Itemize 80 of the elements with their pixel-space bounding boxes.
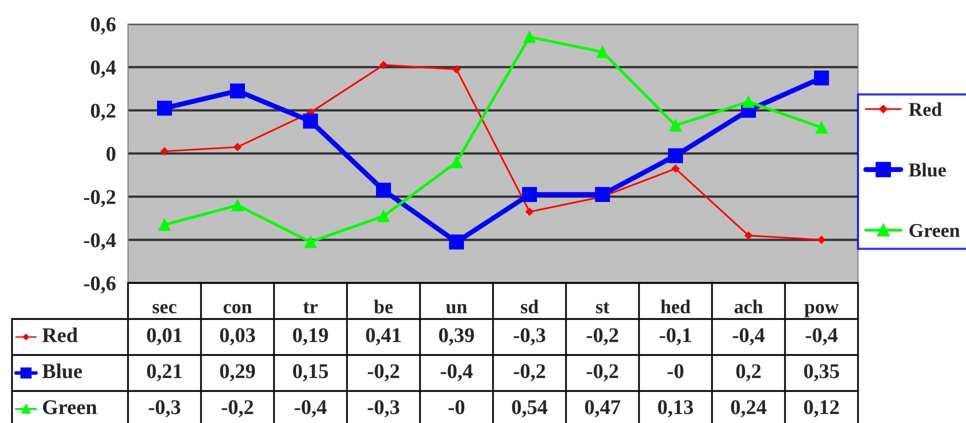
point bbox=[380, 61, 388, 69]
y-tick-label: 0,2 bbox=[90, 104, 116, 121]
data-label: -0,3 bbox=[368, 400, 400, 418]
x-tick-label: ach bbox=[734, 300, 763, 314]
point bbox=[234, 143, 242, 151]
data-label: 0,54 bbox=[512, 400, 548, 418]
x-tick-label: tr bbox=[303, 302, 318, 314]
data-label: -0,3 bbox=[514, 328, 546, 346]
data-label: 0,39 bbox=[439, 328, 474, 346]
legend-label: Red bbox=[908, 102, 942, 116]
point bbox=[377, 210, 390, 222]
point bbox=[230, 83, 245, 98]
text: Blue bbox=[42, 364, 82, 378]
data-label: -0,2 bbox=[368, 364, 400, 382]
x-tick-label: sec bbox=[152, 304, 176, 314]
point bbox=[303, 114, 318, 129]
data-label: 0,47 bbox=[585, 400, 620, 418]
data-label: 0,13 bbox=[658, 400, 694, 418]
legend-label: Green bbox=[910, 224, 960, 238]
x-tick-label: un bbox=[446, 304, 468, 314]
data-label: 0,01 bbox=[147, 328, 182, 346]
data-label: 0,35 bbox=[804, 364, 839, 382]
y-tick-label: 0,4 bbox=[90, 60, 116, 78]
point bbox=[231, 199, 244, 212]
point bbox=[449, 234, 464, 250]
data-label: -0,1 bbox=[660, 328, 691, 346]
x-tick-label: con bbox=[224, 304, 252, 314]
data-label: -0 bbox=[668, 364, 684, 378]
point bbox=[672, 164, 680, 173]
data-label: 0,15 bbox=[293, 364, 328, 382]
y-tick-label: -0,4 bbox=[84, 233, 116, 250]
point bbox=[595, 187, 610, 202]
data-label: 0,29 bbox=[220, 364, 255, 382]
x-tick-label: sd bbox=[520, 300, 538, 314]
data-label: 0,21 bbox=[147, 364, 182, 382]
point bbox=[376, 182, 391, 198]
data-label: -0,4 bbox=[806, 328, 838, 346]
text: Green bbox=[43, 400, 97, 414]
data-label: 0,03 bbox=[220, 328, 256, 346]
point bbox=[596, 46, 609, 58]
data-label: 0,12 bbox=[804, 400, 839, 418]
data-label: -0,2 bbox=[586, 364, 618, 382]
point bbox=[744, 232, 752, 240]
point bbox=[157, 100, 172, 116]
y-tick-label: 0 bbox=[106, 146, 116, 161]
point bbox=[450, 156, 463, 168]
x-tick-label: pow bbox=[804, 304, 839, 318]
point bbox=[669, 119, 682, 132]
data-label: 0,19 bbox=[293, 328, 328, 346]
point bbox=[818, 236, 826, 244]
data-label: -0,2 bbox=[514, 364, 546, 382]
text: Red bbox=[42, 328, 78, 342]
y-tick-label: -0,6 bbox=[84, 276, 116, 294]
y-tick-label: 0,6 bbox=[90, 17, 116, 34]
data-label: 0,24 bbox=[731, 400, 766, 418]
point bbox=[523, 30, 536, 44]
x-tick-label: hed bbox=[660, 300, 690, 314]
point bbox=[814, 70, 829, 86]
point bbox=[668, 148, 683, 164]
x-tick-label: be bbox=[374, 300, 393, 314]
x-tick-label: st bbox=[596, 302, 610, 314]
data-label: -0,4 bbox=[732, 328, 765, 346]
y-tick-label: -0,2 bbox=[84, 190, 116, 208]
point bbox=[160, 147, 168, 156]
data-label: 0,41 bbox=[366, 328, 401, 346]
data-label: -0,2 bbox=[222, 400, 254, 418]
data-label: -0,2 bbox=[586, 328, 618, 346]
data-label: -0,4 bbox=[440, 364, 473, 382]
point bbox=[158, 218, 171, 231]
data-label: -0 bbox=[448, 400, 464, 414]
point bbox=[526, 208, 534, 216]
data-label: -0,3 bbox=[148, 400, 180, 418]
data-label: 0,2 bbox=[736, 364, 761, 382]
point bbox=[742, 96, 755, 108]
point bbox=[815, 122, 828, 134]
point bbox=[452, 65, 460, 74]
data-label: -0,4 bbox=[294, 400, 327, 418]
point bbox=[522, 187, 537, 202]
point bbox=[304, 236, 317, 248]
legend-label: Blue bbox=[908, 162, 946, 177]
